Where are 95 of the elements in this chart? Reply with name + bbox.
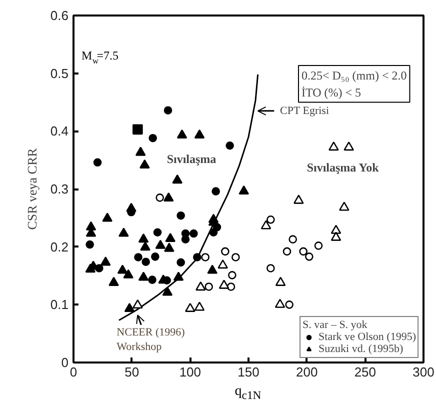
- point: [134, 253, 142, 262]
- point: [132, 299, 143, 308]
- point: [288, 235, 297, 244]
- point: [148, 276, 156, 284]
- y-tick-label: 0.4: [50, 124, 69, 139]
- point: [330, 232, 342, 241]
- legend-label: Suzuki vd. (1995b): [318, 343, 404, 355]
- x-tick-label: 150: [238, 364, 260, 380]
- point: [274, 298, 286, 308]
- point: [260, 220, 272, 230]
- x-tick-label: 300: [412, 364, 434, 380]
- point: [156, 194, 164, 202]
- x-tick-label: 200: [296, 364, 318, 380]
- point: [330, 224, 342, 234]
- legend-label: Stark ve Olson (1995): [318, 331, 416, 343]
- point: [266, 264, 275, 272]
- point: [299, 247, 308, 256]
- point: [226, 141, 234, 150]
- point: [86, 240, 94, 249]
- point: [148, 134, 157, 142]
- point: [126, 202, 136, 212]
- point: [100, 256, 111, 266]
- x-axis-title: q$_{c1N}$: [234, 383, 262, 404]
- y-tick-label: 0.5: [50, 66, 69, 81]
- point: [153, 228, 162, 237]
- point: [208, 214, 219, 223]
- y-tick-label: 0.1: [50, 297, 69, 312]
- point: [151, 252, 160, 261]
- point: [155, 240, 166, 249]
- point: [117, 264, 128, 274]
- point: [185, 302, 196, 312]
- point: [328, 142, 339, 151]
- point: [201, 253, 210, 262]
- point: [218, 259, 228, 269]
- point: [282, 247, 292, 256]
- point: [176, 129, 188, 138]
- point: [196, 281, 206, 291]
- point: [173, 272, 184, 281]
- annotation: Sıvılaşma Yok: [306, 160, 380, 175]
- point: [135, 146, 146, 156]
- x-tick-label: 100: [179, 364, 202, 380]
- point: [228, 271, 236, 280]
- x-tick-label: 50: [124, 364, 140, 380]
- point: [138, 272, 149, 281]
- x-tick-label: 250: [354, 364, 376, 380]
- y-tick-label: 0.3: [50, 182, 69, 196]
- point: [176, 211, 185, 220]
- point: [190, 229, 198, 238]
- point: [140, 159, 150, 169]
- annotation: CPT Egrisi: [280, 104, 330, 117]
- point: [305, 252, 314, 261]
- point: [344, 142, 354, 151]
- point: [314, 242, 323, 250]
- point: [172, 174, 182, 184]
- point: [212, 187, 220, 196]
- point: [165, 232, 176, 242]
- point: [194, 302, 205, 311]
- point: [163, 192, 174, 202]
- point: [164, 242, 174, 252]
- point: [339, 202, 350, 211]
- point: [294, 194, 304, 204]
- point: [102, 212, 112, 222]
- y-axis-title: CSR veya CRR: [24, 148, 40, 230]
- y-tick-label: 0.2: [50, 239, 69, 254]
- point: [285, 300, 294, 309]
- point: [132, 124, 143, 135]
- point: [275, 276, 286, 286]
- point: [124, 302, 135, 312]
- point: [176, 258, 185, 267]
- point: [204, 282, 213, 291]
- legend-title: S. var – S. yok: [302, 319, 368, 331]
- point: [226, 282, 236, 291]
- point: [118, 228, 129, 237]
- point: [108, 276, 119, 286]
- point: [221, 247, 230, 256]
- y-tick-label: 0: [61, 355, 69, 370]
- point: [207, 264, 218, 274]
- point: [218, 280, 230, 289]
- point: [140, 242, 150, 251]
- point: [142, 258, 150, 266]
- point: [123, 269, 134, 278]
- point: [164, 106, 172, 114]
- annotation: NCEER (1996) Workshop: [116, 326, 186, 354]
- point: [138, 233, 149, 243]
- point: [194, 129, 205, 138]
- point: [162, 286, 173, 296]
- annotation: Sıvılaşma: [166, 152, 216, 166]
- point: [266, 216, 275, 224]
- point: [232, 253, 240, 262]
- annotation: 0.25< D₅₀ (mm) < 2.0 İTO (%) < 5: [302, 68, 407, 100]
- point: [193, 253, 202, 262]
- point: [238, 185, 249, 195]
- y-tick-label: 0.6: [50, 8, 69, 23]
- point: [93, 158, 102, 167]
- line-series: [118, 74, 259, 322]
